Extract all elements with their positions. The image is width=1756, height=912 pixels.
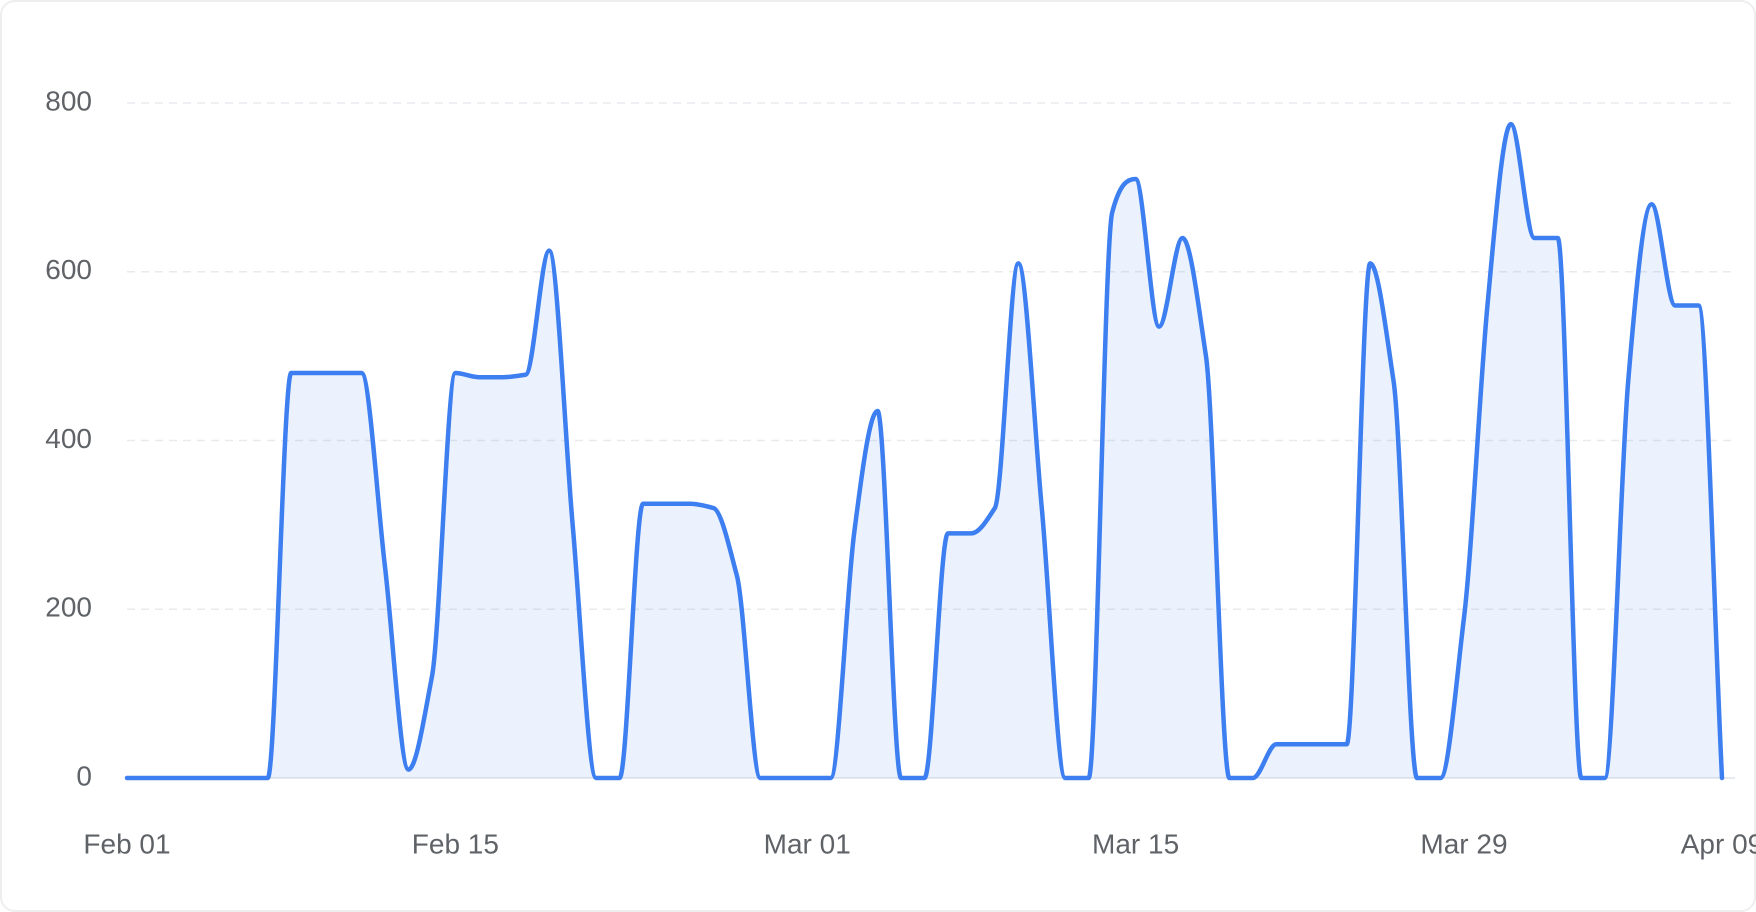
x-tick-label: Apr 09 (1681, 828, 1756, 859)
x-tick-label: Mar 01 (764, 828, 851, 859)
x-tick-label: Mar 15 (1092, 828, 1179, 859)
x-tick-label: Feb 15 (412, 828, 499, 859)
line (124, 121, 1725, 781)
x-tick-label: Feb 01 (83, 828, 170, 859)
x-tick-label: Mar 29 (1420, 828, 1507, 859)
y-tick-label: 0 (76, 760, 92, 791)
y-tick-label: 800 (45, 85, 92, 116)
y-tick-label: 200 (45, 592, 92, 623)
y-tick-label: 600 (45, 254, 92, 285)
y-tick-label: 400 (45, 423, 92, 454)
area-fill (127, 124, 1722, 778)
